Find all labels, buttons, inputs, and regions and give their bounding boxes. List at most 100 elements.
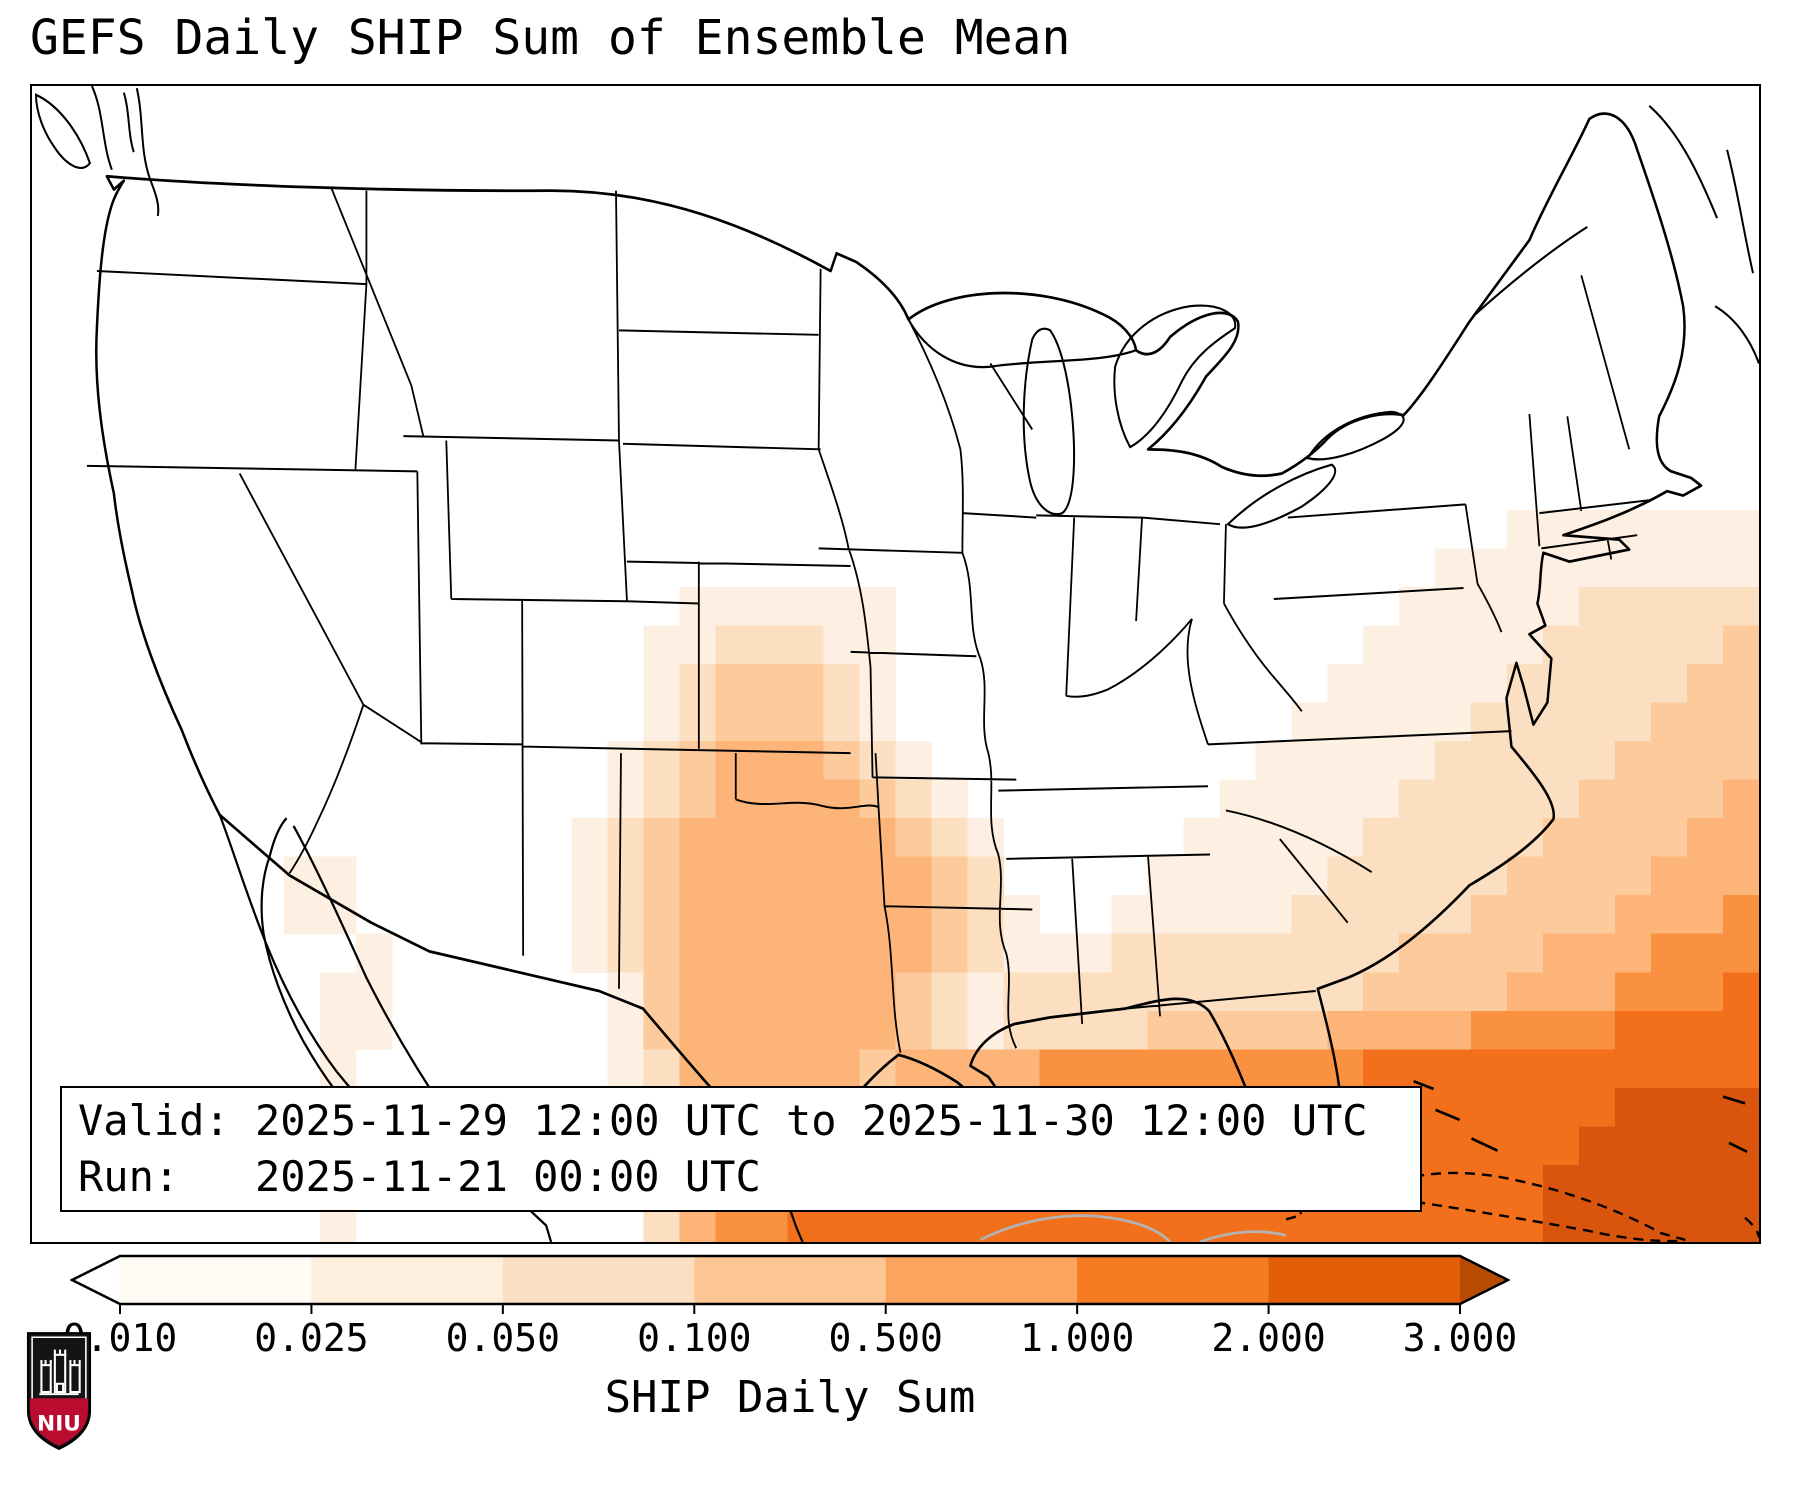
heat-cell	[1723, 779, 1759, 819]
heat-cell	[1435, 1010, 1472, 1051]
heat-cell	[751, 818, 789, 858]
heat-cell	[607, 972, 645, 1012]
heat-cell	[1543, 856, 1580, 896]
heat-cell	[1579, 933, 1616, 974]
heat-cell	[1363, 1010, 1400, 1051]
heat-cell	[571, 856, 609, 896]
heat-cell	[1183, 933, 1220, 974]
heat-cell	[1543, 1087, 1580, 1128]
heat-cell	[1399, 625, 1436, 665]
heat-cell	[1651, 856, 1688, 896]
heat-cell	[607, 741, 645, 781]
heat-cell	[1327, 741, 1364, 781]
heat-cell	[1399, 933, 1436, 974]
heat-cell	[1327, 702, 1364, 742]
heat-cell	[715, 1049, 753, 1089]
heat-cell	[1471, 625, 1508, 665]
heat-cell	[1651, 1010, 1688, 1051]
heat-cell	[643, 779, 681, 819]
heat-cell	[679, 856, 717, 896]
heat-cell	[1435, 779, 1472, 819]
niu-castle-icon	[39, 1349, 81, 1396]
heat-cell	[607, 818, 645, 858]
heat-cell	[895, 1010, 933, 1051]
heat-cell	[1327, 856, 1364, 896]
heat-cell	[1723, 1126, 1759, 1166]
heat-cell	[1183, 818, 1220, 858]
heat-cell	[1651, 895, 1688, 935]
colorbar-segment	[311, 1256, 504, 1304]
heat-cell	[643, 856, 681, 896]
heat-cell	[1363, 741, 1400, 781]
heat-cell	[931, 1049, 969, 1089]
heat-cell	[1651, 586, 1688, 627]
colorbar-segment	[72, 1256, 120, 1304]
heat-cell	[823, 895, 861, 935]
colorbar-segment	[502, 1256, 695, 1304]
heat-cell	[1579, 1049, 1616, 1089]
heat-cell	[1723, 1164, 1759, 1205]
heat-cell	[823, 586, 861, 627]
heat-cell	[1255, 1049, 1292, 1089]
heat-cell	[1183, 895, 1220, 935]
heat-cell	[1219, 1010, 1256, 1051]
heat-cell	[895, 856, 933, 896]
heat-cell	[715, 586, 753, 627]
heat-cell	[607, 779, 645, 819]
heat-cell	[1615, 818, 1652, 858]
heat-cell	[1723, 972, 1759, 1012]
heat-cell	[1651, 779, 1688, 819]
heat-cell	[967, 972, 1005, 1012]
heat-cell	[1579, 818, 1616, 858]
heat-cell	[787, 586, 825, 627]
heat-cell	[1147, 933, 1184, 974]
heat-cell	[1471, 895, 1508, 935]
heat-cell	[787, 856, 825, 896]
heat-cell	[1435, 1126, 1472, 1166]
heat-cell	[823, 1010, 861, 1051]
heat-cell	[1435, 972, 1472, 1012]
heat-cell	[1615, 1203, 1652, 1242]
heat-cell	[823, 779, 861, 819]
heat-cell	[1399, 895, 1436, 935]
heat-cell	[1579, 972, 1616, 1012]
heat-cell	[1003, 1049, 1041, 1089]
heat-cell	[859, 972, 897, 1012]
heat-cell	[607, 1010, 645, 1051]
heat-cell	[1651, 1087, 1688, 1128]
heat-cell	[1471, 1010, 1508, 1051]
heat-cell	[823, 702, 861, 742]
heat-cell	[1615, 972, 1652, 1012]
heat-cell	[1363, 664, 1400, 704]
heat-cell	[1687, 741, 1724, 781]
heat-cell	[1435, 586, 1472, 627]
heat-cell	[643, 741, 681, 781]
heat-cell	[1003, 895, 1041, 935]
colorbar-svg	[69, 1254, 1511, 1314]
heat-cell	[679, 779, 717, 819]
heat-cell	[1543, 1049, 1580, 1089]
heat-cell	[1255, 1010, 1292, 1051]
heat-cell	[643, 625, 681, 665]
heat-cell	[1579, 856, 1616, 896]
heat-cell	[1543, 972, 1580, 1012]
heat-cell	[571, 933, 609, 974]
heat-cell	[319, 972, 357, 1012]
heat-cell	[1651, 625, 1688, 665]
heat-cell	[931, 1010, 969, 1051]
heat-cell	[1543, 895, 1580, 935]
heat-cell	[787, 779, 825, 819]
heat-cell	[895, 933, 933, 974]
niu-red-band	[30, 1398, 88, 1446]
heat-cell	[1255, 972, 1292, 1012]
heat-cell	[715, 818, 753, 858]
colorbar-segment	[885, 1256, 1078, 1304]
heat-cell	[751, 625, 789, 665]
heat-cell	[895, 972, 933, 1012]
heat-cell	[967, 856, 1005, 896]
heat-cell	[1507, 702, 1544, 742]
heat-cell	[1507, 972, 1544, 1012]
heat-cell	[1723, 1203, 1759, 1242]
heat-cell	[751, 664, 789, 704]
heat-cell	[931, 895, 969, 935]
